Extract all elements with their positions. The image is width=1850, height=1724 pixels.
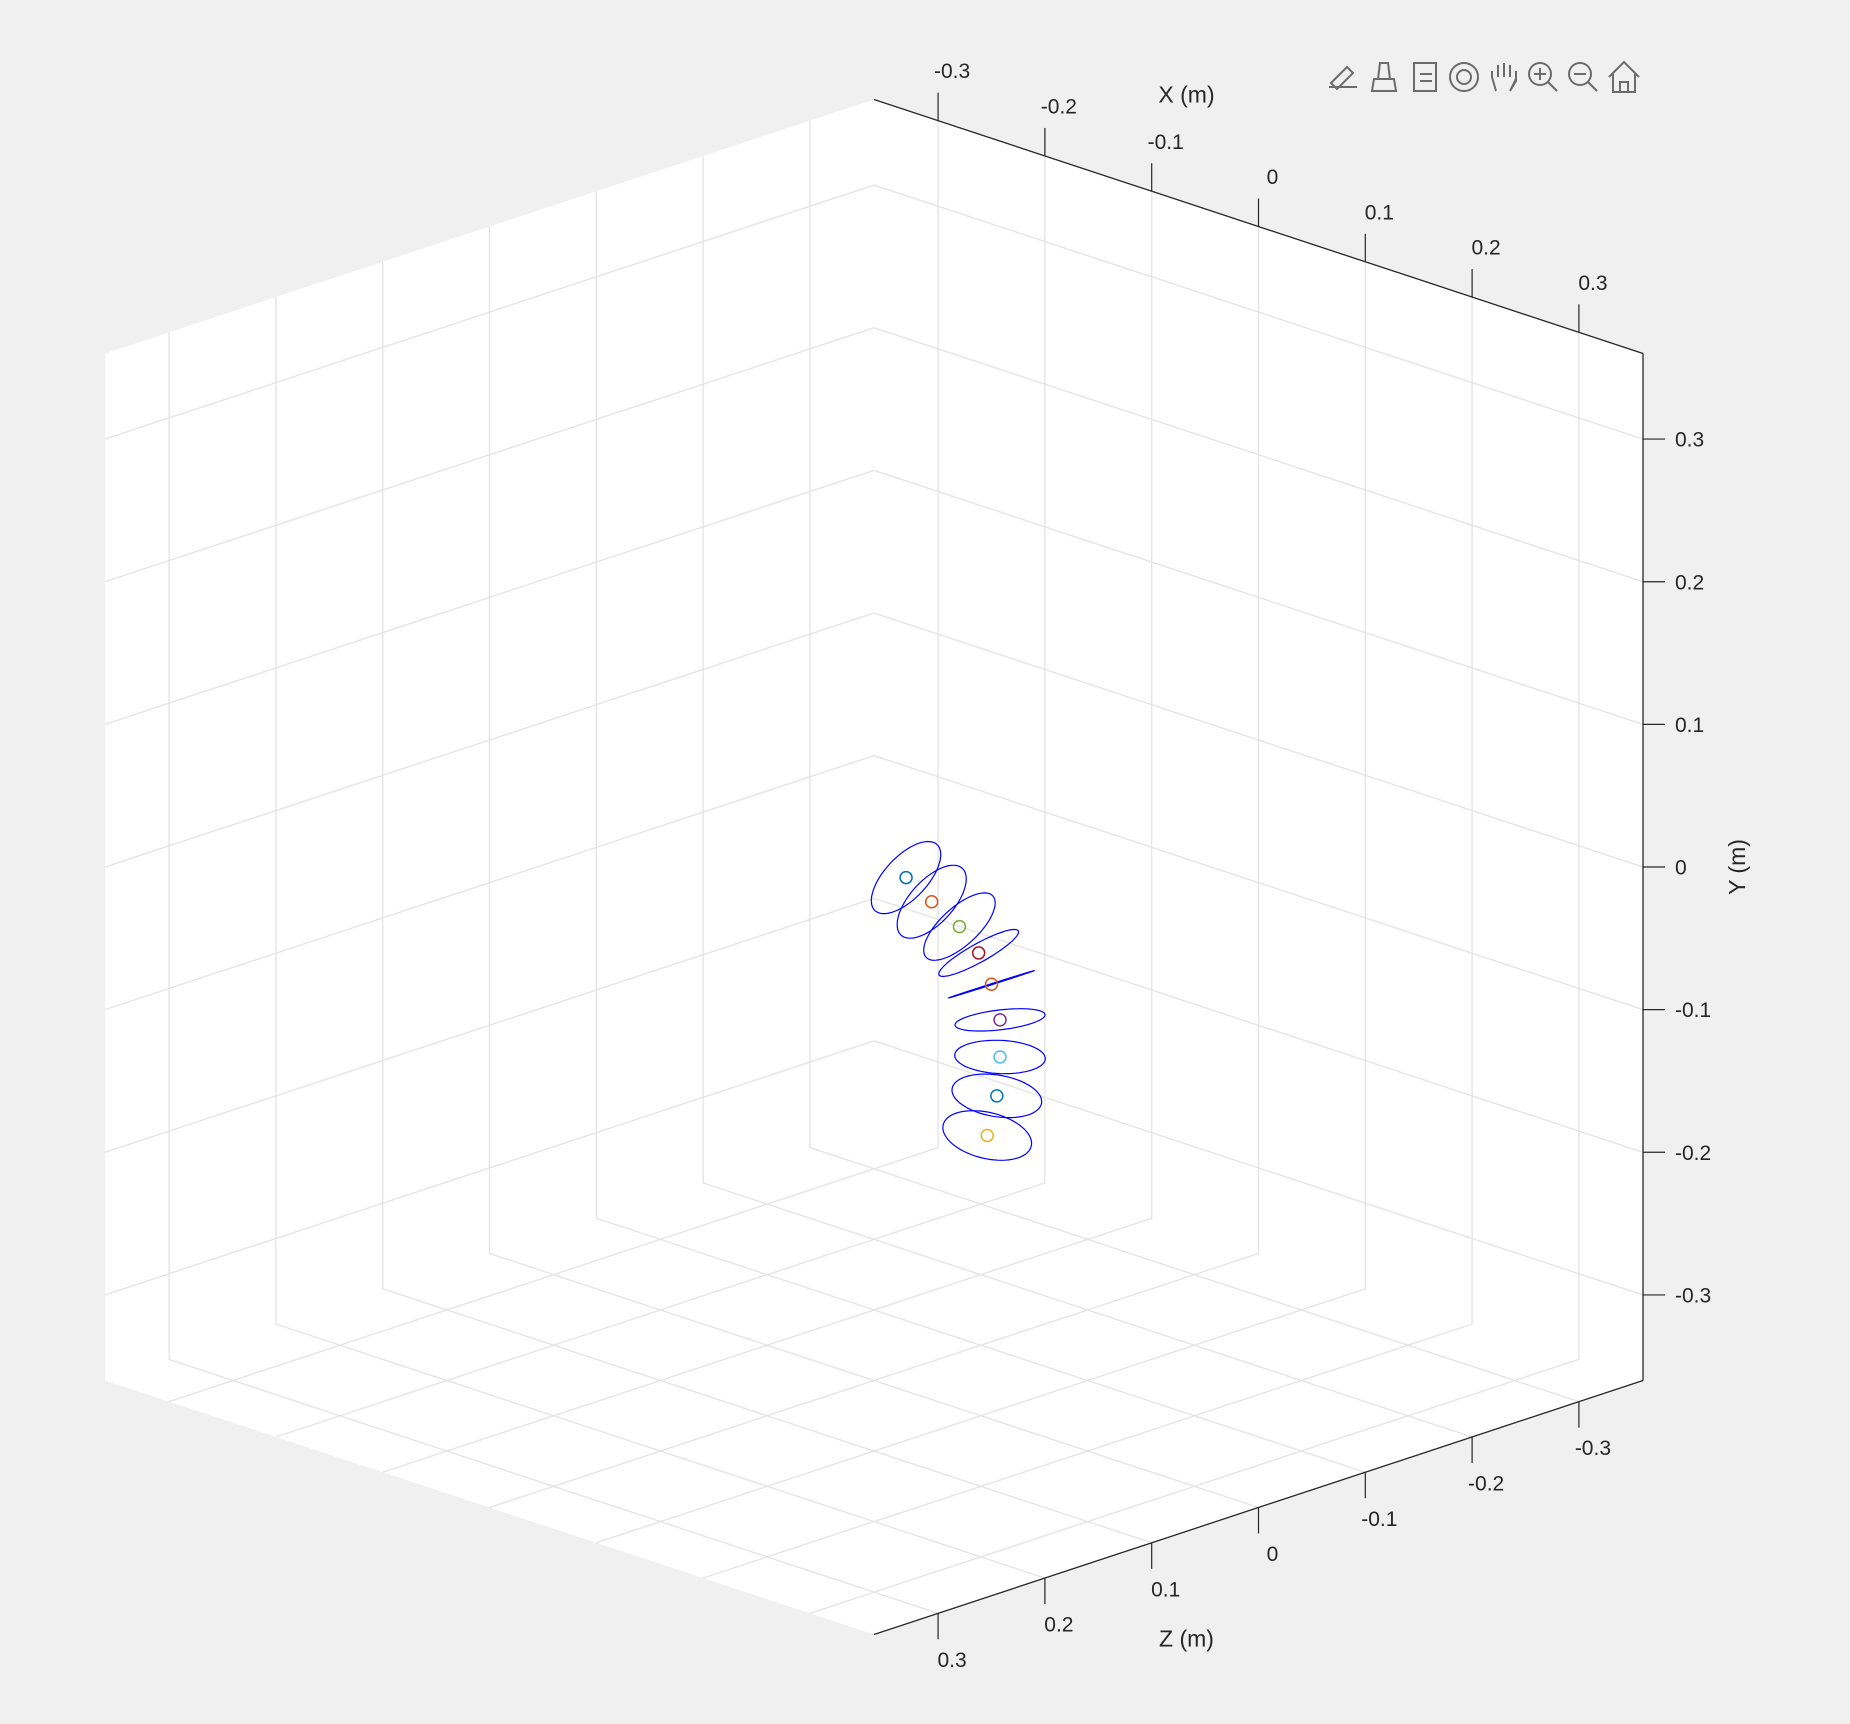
center-marker bbox=[993, 1050, 1007, 1064]
toolbar-rotate[interactable] bbox=[1449, 62, 1479, 92]
z-tick-label: 0.1 bbox=[1151, 1578, 1180, 1601]
grid-line bbox=[873, 897, 1644, 1153]
ring bbox=[923, 892, 996, 961]
grid-line bbox=[275, 1323, 1046, 1579]
center-marker bbox=[952, 919, 967, 934]
center-marker bbox=[980, 1128, 994, 1143]
axis-line bbox=[873, 1379, 1644, 1636]
ring bbox=[954, 1039, 1046, 1075]
ring bbox=[870, 840, 942, 915]
center-marker bbox=[971, 946, 986, 960]
z-tick-label: -0.3 bbox=[1575, 1437, 1611, 1460]
center-marker bbox=[990, 1089, 1004, 1103]
axis-line bbox=[873, 98, 1644, 355]
toolbar bbox=[1329, 60, 1640, 93]
toolbar-home[interactable] bbox=[1608, 60, 1640, 93]
z-tick-label: 0.3 bbox=[937, 1649, 966, 1672]
grid-line bbox=[873, 1040, 1644, 1296]
center-marker bbox=[984, 977, 999, 992]
x-axis-label: X (m) bbox=[1158, 82, 1214, 108]
ring bbox=[954, 1008, 1046, 1032]
grid-line bbox=[382, 1288, 1152, 1544]
x-tick-label: -0.1 bbox=[1148, 131, 1184, 154]
x-tick-label: 0.3 bbox=[1578, 272, 1607, 295]
grid-line bbox=[596, 1217, 1366, 1473]
z-tick-label: -0.2 bbox=[1468, 1472, 1504, 1495]
grid-line bbox=[809, 1147, 1580, 1403]
center-marker bbox=[993, 1013, 1007, 1027]
x-tick-label: 0.2 bbox=[1472, 237, 1501, 260]
y-tick-label: 0.2 bbox=[1675, 571, 1704, 594]
y-tick-label: 0.1 bbox=[1675, 714, 1704, 737]
toolbar-datatip[interactable] bbox=[1413, 62, 1437, 92]
z-tick-label: 0.2 bbox=[1044, 1614, 1073, 1637]
y-tick-label: -0.1 bbox=[1675, 999, 1711, 1022]
center-marker bbox=[924, 894, 939, 909]
toolbar-zoom-in[interactable] bbox=[1528, 62, 1558, 92]
center-marker bbox=[899, 870, 913, 885]
y-tick-label: -0.3 bbox=[1675, 1284, 1711, 1307]
toolbar-pan[interactable] bbox=[1491, 63, 1517, 92]
ring bbox=[896, 864, 967, 939]
z-axis-label: Z (m) bbox=[1159, 1626, 1214, 1652]
ring bbox=[942, 1110, 1033, 1161]
grid-line bbox=[873, 184, 1644, 440]
grid-line bbox=[873, 327, 1644, 583]
toolbar-export[interactable] bbox=[1329, 65, 1357, 91]
y-tick-label: 0 bbox=[1675, 857, 1687, 880]
grid-line bbox=[702, 1182, 1473, 1438]
y-tick-label: 0.3 bbox=[1675, 429, 1704, 452]
x-tick-label: 0.1 bbox=[1365, 201, 1394, 224]
grid-line bbox=[489, 1252, 1259, 1509]
x-tick-label: -0.2 bbox=[1041, 95, 1077, 118]
grid-line bbox=[873, 612, 1644, 868]
ring bbox=[948, 969, 1035, 999]
grid-line bbox=[873, 469, 1644, 725]
x-tick-label: 0 bbox=[1267, 166, 1279, 189]
ring bbox=[951, 1073, 1043, 1119]
y-tick-label: -0.2 bbox=[1675, 1142, 1711, 1165]
y-axis-label: Y (m) bbox=[1724, 839, 1750, 895]
grid-line bbox=[873, 755, 1644, 1011]
toolbar-zoom-out[interactable] bbox=[1568, 62, 1598, 92]
z-tick-label: -0.1 bbox=[1361, 1508, 1397, 1531]
z-tick-label: 0 bbox=[1267, 1543, 1279, 1566]
grid-line bbox=[168, 1358, 939, 1614]
ring bbox=[938, 928, 1020, 977]
x-tick-label: -0.3 bbox=[934, 60, 970, 83]
toolbar-brush[interactable] bbox=[1370, 62, 1398, 92]
